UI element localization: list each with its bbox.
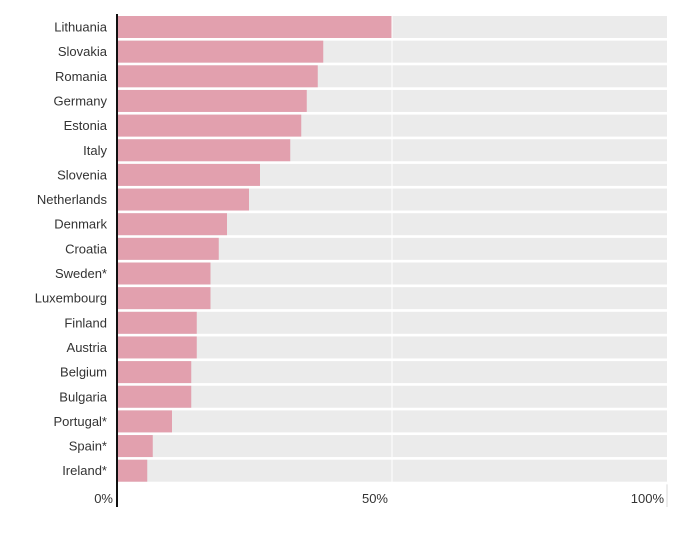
category-label-finland: Finland (64, 315, 107, 330)
category-label-estonia: Estonia (64, 118, 108, 133)
x-tick-label-100: 100% (631, 491, 665, 506)
bar-lithuania (117, 16, 392, 38)
bar-luxembourg (117, 287, 211, 310)
category-label-ireland: Ireland* (62, 463, 107, 478)
category-label-portugal: Portugal* (54, 414, 107, 429)
category-label-germany: Germany (54, 93, 108, 108)
category-label-bulgaria: Bulgaria (59, 389, 107, 404)
bar-spain (117, 435, 153, 458)
x-tick-label-50: 50% (362, 491, 388, 506)
bar-finland (117, 311, 197, 334)
category-label-slovakia: Slovakia (58, 44, 108, 59)
category-label-italy: Italy (83, 143, 107, 158)
bar-portugal (117, 410, 172, 433)
category-label-spain: Spain* (69, 439, 107, 454)
grid-layer (391, 484, 668, 507)
bar-belgium (117, 361, 192, 384)
x-tick-label-0: 0% (94, 491, 113, 506)
category-label-belgium: Belgium (60, 365, 107, 380)
bar-layer (117, 14, 393, 507)
bar-bulgaria (117, 385, 192, 408)
category-label-sweden: Sweden* (55, 266, 107, 281)
bar-italy (117, 139, 291, 162)
category-label-romania: Romania (55, 69, 108, 84)
bar-slovenia (117, 163, 260, 186)
category-label-croatia: Croatia (65, 241, 108, 256)
category-label-luxembourg: Luxembourg (35, 291, 107, 306)
bar-slovakia (117, 40, 324, 63)
bar-sweden (117, 262, 211, 285)
bar-croatia (117, 237, 219, 260)
category-labels: Lithuania Slovakia Romania Germany Estonia It… (35, 20, 108, 479)
bar-ireland (117, 459, 148, 482)
category-label-slovenia: Slovenia (57, 167, 108, 182)
category-label-austria: Austria (67, 340, 108, 355)
x-tick-labels: 0% 50% 100% (94, 491, 664, 506)
bar-estonia (117, 114, 302, 137)
bar-austria (117, 336, 197, 359)
bar-romania (117, 65, 318, 88)
category-label-netherlands: Netherlands (37, 192, 108, 207)
bar-denmark (117, 213, 227, 236)
bar-netherlands (117, 188, 249, 211)
category-label-denmark: Denmark (54, 217, 107, 232)
bar-germany (117, 89, 307, 112)
category-label-lithuania: Lithuania (54, 20, 108, 35)
